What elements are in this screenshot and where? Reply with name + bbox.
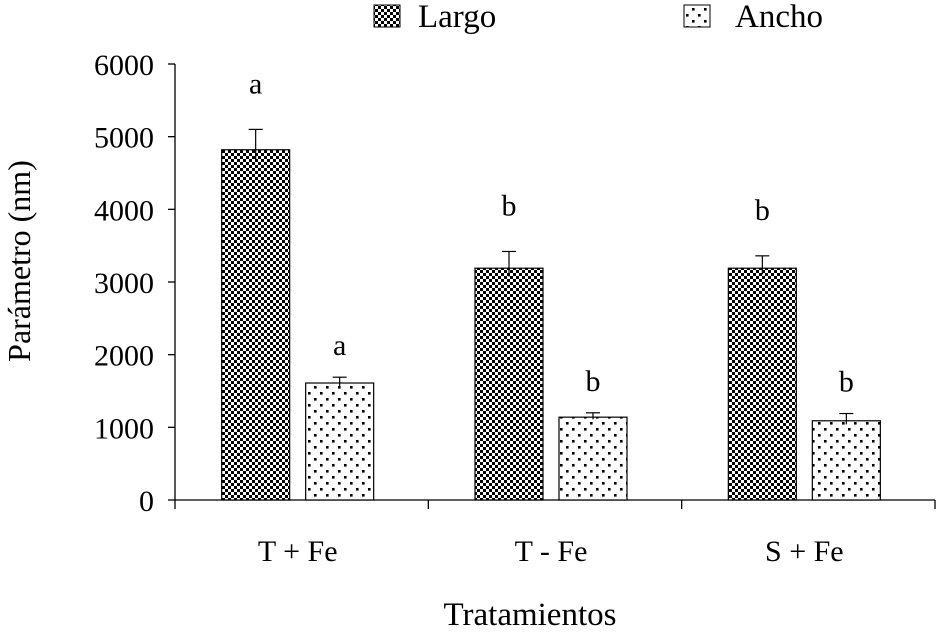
y-tick-label: 4000 — [94, 194, 154, 227]
y-tick-label: 6000 — [94, 49, 154, 82]
y-tick-label: 5000 — [94, 122, 154, 155]
y-tick-label: 2000 — [94, 340, 154, 373]
significance-letter: b — [586, 365, 601, 398]
significance-letter: b — [755, 194, 770, 227]
significance-letter: a — [333, 329, 346, 362]
bar-ancho — [811, 420, 881, 501]
y-tick-label: 0 — [139, 485, 154, 518]
bar-largo — [474, 267, 544, 501]
significance-letter: b — [502, 189, 517, 222]
bar-largo — [727, 267, 797, 501]
x-tick-label: S + Fe — [765, 535, 844, 568]
bar-largo — [221, 149, 291, 501]
bars: a a b b b b — [221, 67, 881, 501]
x-tick-label: T + Fe — [258, 535, 338, 568]
axes: 0 1000 2000 3000 4000 5000 6000 T + Fe T - Fe S +… — [94, 49, 936, 568]
significance-letter: a — [249, 67, 262, 100]
legend-swatch-largo — [373, 4, 401, 28]
significance-letter: b — [839, 366, 854, 399]
legend-swatch-ancho — [683, 4, 711, 28]
bar-ancho — [305, 382, 375, 501]
legend: Largo Ancho — [373, 0, 823, 35]
y-tick-label: 1000 — [94, 412, 154, 445]
x-tick-label: T - Fe — [515, 535, 588, 568]
legend-label-ancho: Ancho — [735, 0, 823, 35]
y-axis-title: Parámetro (nm) — [1, 160, 37, 362]
y-tick-label: 3000 — [94, 267, 154, 300]
x-axis-title: Tratamientos — [444, 597, 617, 633]
bar-ancho — [558, 416, 628, 501]
legend-label-largo: Largo — [418, 0, 496, 35]
